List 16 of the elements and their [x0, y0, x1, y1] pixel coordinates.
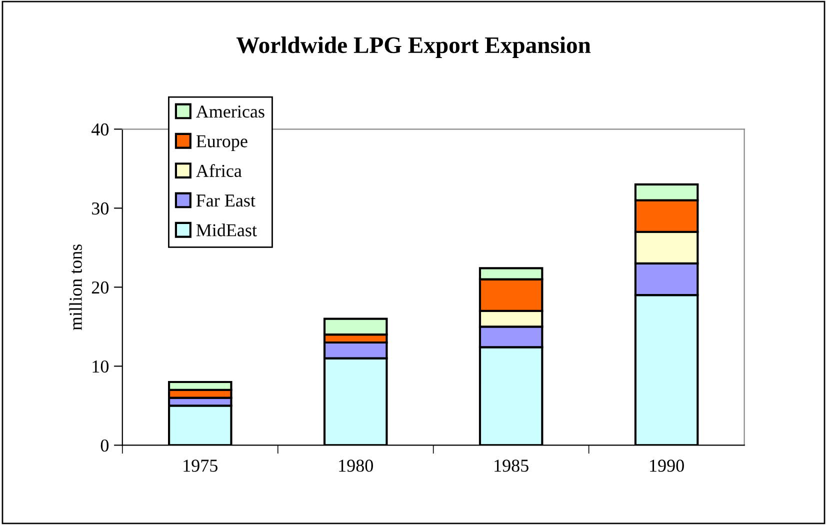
- y-tick-label: 0: [100, 439, 109, 452]
- legend-label: MidEast: [196, 224, 257, 236]
- x-tick-label: 1975: [184, 460, 218, 472]
- x-tick-label: 1980: [339, 460, 373, 472]
- legend-label: Far East: [196, 194, 256, 207]
- legend-label: Africa: [196, 164, 242, 177]
- chart-title: Worldwide LPG Export Expansion: [236, 36, 591, 58]
- y-tick-label: 10: [92, 360, 109, 373]
- legend-label: Americas: [196, 106, 264, 118]
- legend-label: Europe: [196, 135, 248, 152]
- y-tick-label: 20: [92, 281, 109, 294]
- y-axis-title: million tons: [69, 244, 82, 330]
- y-tick-label: 30: [92, 202, 109, 215]
- y-tick-label: 40: [92, 123, 109, 136]
- x-tick-label: 1990: [650, 460, 684, 472]
- x-tick-label: 1985: [494, 460, 528, 472]
